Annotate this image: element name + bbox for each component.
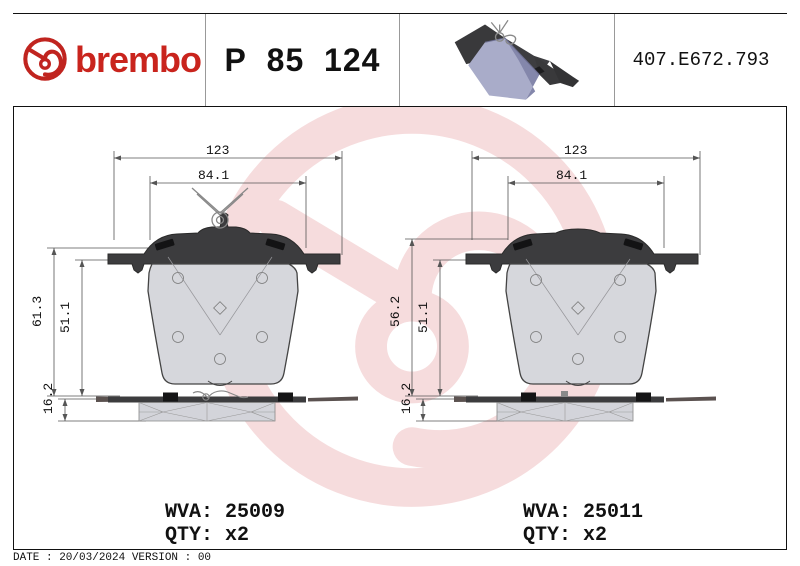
svg-text:51.1: 51.1 xyxy=(58,302,73,333)
svg-text:51.1: 51.1 xyxy=(416,302,431,333)
svg-text:84.1: 84.1 xyxy=(556,168,587,183)
svg-text:84.1: 84.1 xyxy=(198,168,229,183)
svg-text:16.2: 16.2 xyxy=(399,383,414,414)
svg-text:123: 123 xyxy=(564,143,587,158)
svg-text:QTY: x2: QTY: x2 xyxy=(165,524,249,547)
svg-text:123: 123 xyxy=(206,143,229,158)
svg-text:WVA: 25011: WVA: 25011 xyxy=(523,501,643,524)
svg-text:56.2: 56.2 xyxy=(388,296,403,327)
svg-text:WVA: 25009: WVA: 25009 xyxy=(165,501,285,524)
svg-text:16.2: 16.2 xyxy=(41,383,56,414)
svg-text:QTY: x2: QTY: x2 xyxy=(523,524,607,547)
svg-text:61.3: 61.3 xyxy=(30,296,45,327)
